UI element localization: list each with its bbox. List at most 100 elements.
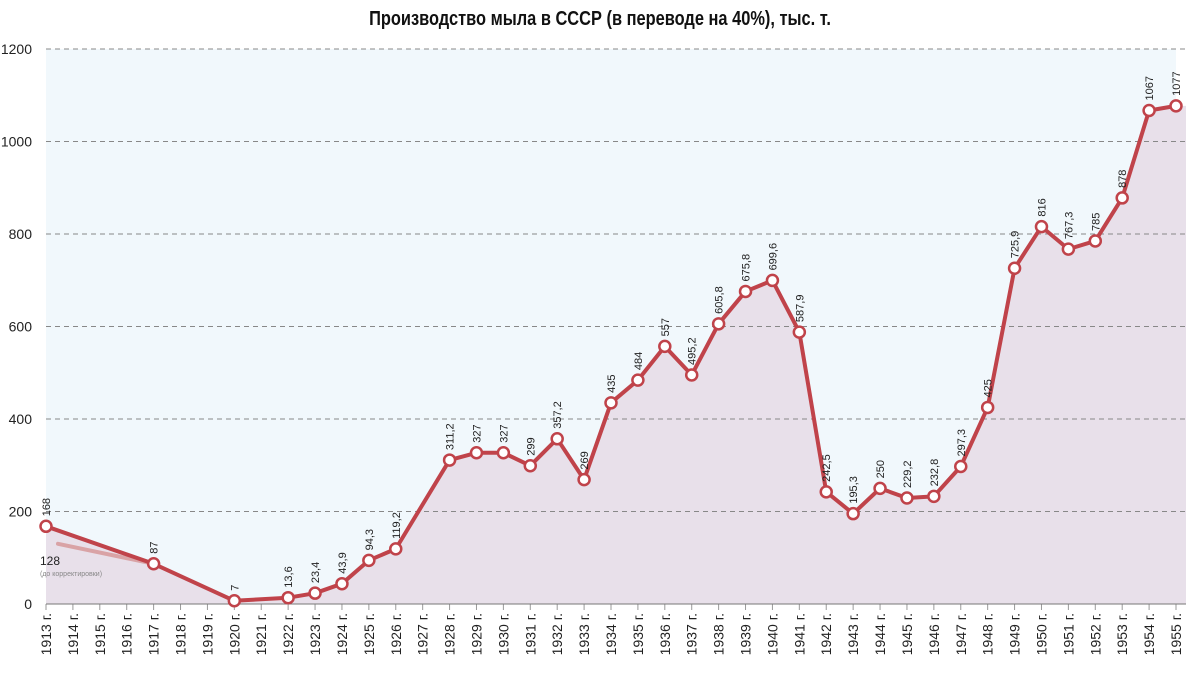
data-label: 816 [1036, 198, 1048, 216]
x-tick-label: 1933 г. [576, 613, 592, 655]
y-tick-label: 0 [24, 596, 32, 612]
data-point [496, 446, 511, 460]
data-label: 13,6 [283, 566, 295, 587]
y-tick-label: 400 [9, 411, 33, 427]
x-tick-label: 1939 г. [738, 613, 754, 655]
data-point [1169, 99, 1183, 113]
data-point [684, 368, 699, 382]
data-label: 43,9 [337, 552, 349, 573]
x-tick-label: 1930 г. [495, 613, 511, 655]
x-tick-label: 1954 г. [1141, 613, 1157, 655]
data-label: 94,3 [364, 529, 376, 550]
data-point [846, 506, 860, 521]
x-tick-label: 1941 г. [791, 613, 807, 655]
data-label: 605,8 [714, 286, 726, 314]
y-tick-label: 600 [9, 319, 33, 335]
data-point [1115, 191, 1129, 205]
data-point [389, 542, 403, 556]
data-label: 1067 [1144, 76, 1156, 100]
data-label: 23,4 [310, 562, 322, 583]
x-tick-label: 1951 г. [1060, 613, 1076, 655]
data-label: 327 [498, 424, 510, 442]
x-tick-label: 1948 г. [980, 613, 996, 655]
data-point [900, 491, 914, 505]
x-tick-label: 1929 г. [468, 613, 484, 655]
x-tick-label: 1934 г. [603, 613, 619, 655]
data-label: 232,8 [929, 459, 941, 487]
data-label: 242,5 [821, 454, 833, 482]
x-tick-label: 1926 г. [388, 613, 404, 655]
x-tick-label: 1946 г. [926, 613, 942, 655]
data-point [1142, 103, 1156, 118]
x-tick-label: 1943 г. [845, 613, 861, 655]
data-label: 297,3 [956, 429, 968, 457]
data-point [1088, 234, 1103, 248]
x-tick-label: 1920 г. [226, 613, 242, 655]
x-tick-label: 1942 г. [818, 613, 834, 655]
data-label: 311,2 [445, 423, 457, 450]
data-point [711, 317, 726, 331]
data-point [631, 373, 645, 387]
x-tick-label: 1923 г. [307, 613, 323, 655]
pre-correction-value-label: 128 [40, 554, 60, 568]
data-point [765, 273, 780, 288]
data-label: 357,2 [552, 401, 564, 429]
data-label: 785 [1090, 213, 1102, 231]
data-label: 195,3 [848, 476, 860, 504]
data-point [954, 459, 968, 474]
y-tick-label: 1200 [1, 41, 32, 57]
data-label: 7 [229, 585, 241, 591]
pre-correction-note: (до корректировки) [40, 571, 102, 578]
data-point [550, 432, 564, 446]
data-label: 250 [875, 460, 887, 478]
data-label: 495,2 [687, 337, 699, 365]
area-fill [46, 105, 1186, 604]
x-tick-label: 1924 г. [334, 613, 350, 655]
data-label: 699,6 [767, 243, 779, 271]
x-tick-label: 1927 г. [415, 613, 431, 655]
data-point [873, 481, 887, 496]
data-point [308, 586, 322, 600]
y-tick-label: 1000 [1, 134, 32, 150]
x-tick-label: 1955 г. [1168, 613, 1184, 655]
x-tick-label: 1916 г. [119, 613, 135, 655]
data-label: 229,2 [902, 460, 914, 488]
x-tick-label: 1944 г. [872, 613, 888, 655]
data-label: 725,9 [1010, 231, 1022, 259]
x-tick-label: 1913 г. [38, 613, 54, 655]
data-label: 878 [1117, 170, 1129, 188]
x-tick-label: 1917 г. [146, 613, 162, 655]
x-tick-label: 1947 г. [953, 613, 969, 655]
data-point [792, 325, 807, 339]
data-point [335, 576, 349, 591]
x-tick-label: 1932 г. [549, 613, 565, 655]
x-tick-label: 1925 г. [361, 613, 377, 655]
data-label: 327 [471, 424, 483, 442]
data-point [227, 594, 242, 608]
data-point [658, 339, 672, 354]
data-point [362, 553, 376, 568]
data-label: 168 [41, 498, 53, 516]
data-point [281, 590, 295, 605]
x-tick-label: 1931 г. [522, 613, 538, 655]
data-label: 767,3 [1063, 212, 1075, 240]
x-tick-label: 1949 г. [1007, 613, 1023, 655]
x-tick-label: 1938 г. [711, 613, 727, 655]
data-point [523, 458, 538, 473]
x-tick-label: 1919 г. [199, 613, 215, 655]
data-point [738, 284, 753, 299]
chart-title: Производство мыла в СССР (в переводе на … [369, 8, 831, 30]
x-tick-label: 1915 г. [92, 613, 108, 655]
data-point [819, 485, 833, 499]
data-point [39, 519, 53, 534]
data-label: 425 [983, 379, 995, 397]
data-point [1061, 242, 1076, 256]
data-point [980, 400, 995, 415]
x-tick-label: 1953 г. [1114, 613, 1130, 655]
data-label: 675,8 [741, 254, 753, 282]
y-tick-label: 200 [9, 504, 33, 520]
x-tick-label: 1940 г. [764, 613, 780, 655]
data-point [577, 472, 591, 487]
data-point [469, 446, 484, 460]
